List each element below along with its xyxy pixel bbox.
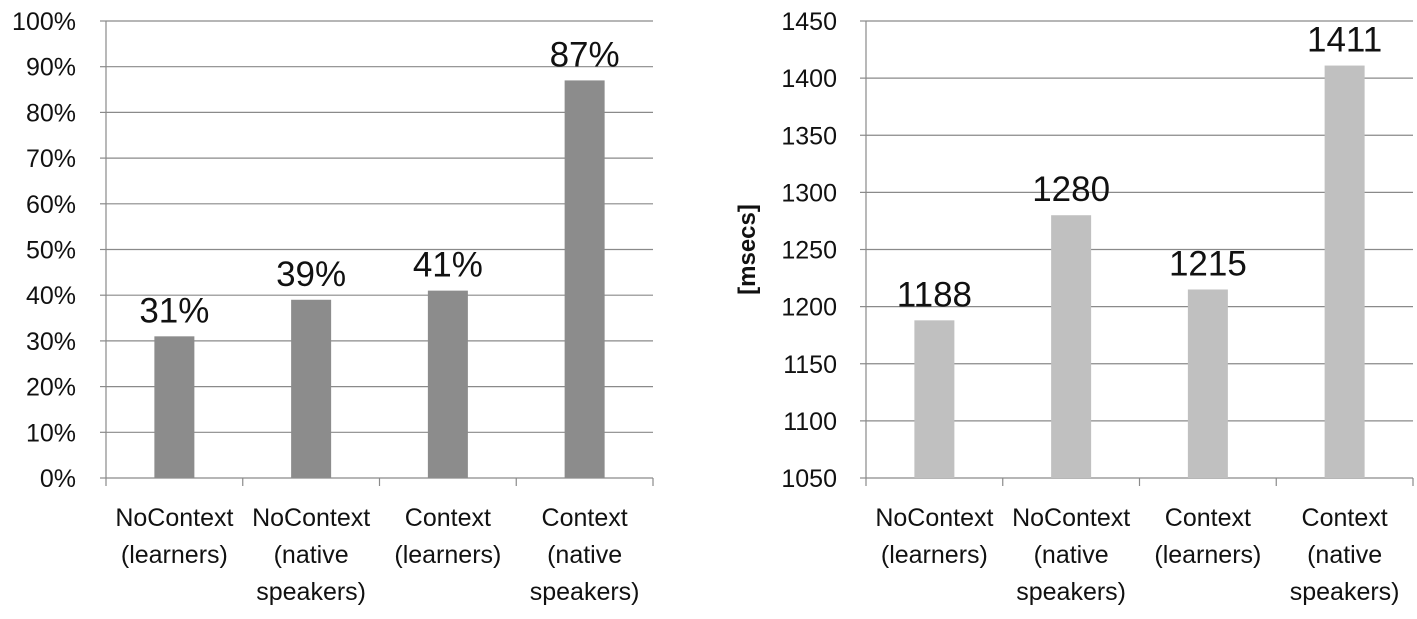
category-label: (native (274, 541, 349, 569)
bar (291, 299, 332, 478)
data-label: 1411 (1307, 21, 1382, 60)
category-label: NoContext (252, 504, 370, 532)
category-label: Context (1165, 504, 1251, 532)
category-label: speakers) (256, 578, 366, 606)
bar (427, 290, 468, 478)
y-tick-label: 1300 (781, 179, 837, 207)
y-tick-label: 1350 (781, 122, 837, 150)
y-tick-label: 60% (26, 191, 76, 219)
category-label: NoContext (1012, 504, 1130, 532)
y-tick-label: 1050 (781, 465, 837, 493)
bar (914, 320, 955, 478)
category-label: Context (1302, 504, 1388, 532)
category-label: speakers) (530, 578, 640, 606)
y-tick-label: 1200 (781, 294, 837, 322)
category-label: (native (1307, 541, 1382, 569)
bar (154, 336, 195, 478)
y-tick-label: 90% (26, 54, 76, 82)
response-time-chart: 1050 1100 1150 1200 1250 1300 1350 1400 1450 1188… (734, 8, 1414, 606)
data-label: 31% (139, 291, 209, 330)
category-label: (learners) (1154, 541, 1261, 569)
bar (1187, 289, 1228, 478)
data-label: 41% (413, 246, 483, 285)
accuracy-chart: 0% 10% 20% 30% 40% 50% 60% 70% 80% 90% 100% 31% NoCo… (12, 8, 654, 606)
data-label: 1188 (897, 275, 972, 314)
y-tick-label: 50% (26, 237, 76, 265)
bar (1051, 215, 1092, 478)
y-tick-label: 100% (12, 8, 76, 36)
category-label: NoContext (115, 504, 233, 532)
data-label: 39% (276, 255, 346, 294)
category-label: NoContext (875, 504, 993, 532)
category-label: speakers) (1290, 578, 1400, 606)
category-label: speakers) (1016, 578, 1126, 606)
category-label: Context (405, 504, 491, 532)
y-tick-label: 10% (26, 419, 76, 447)
y-tick-label: 80% (26, 99, 76, 127)
bar (564, 80, 605, 478)
category-label: (native (547, 541, 622, 569)
y-axis-title: [msecs] (734, 204, 761, 295)
data-label: 1280 (1032, 170, 1110, 209)
category-label: (learners) (121, 541, 228, 569)
y-tick-label: 30% (26, 328, 76, 356)
category-label: (learners) (394, 541, 501, 569)
category-label: (native (1034, 541, 1109, 569)
data-label: 87% (550, 35, 620, 74)
y-tick-label: 1450 (781, 8, 837, 36)
y-tick-label: 70% (26, 145, 76, 173)
bar (1324, 65, 1365, 479)
category-label: (learners) (881, 541, 988, 569)
y-tick-label: 40% (26, 282, 76, 310)
category-label: Context (542, 504, 628, 532)
y-tick-label: 1400 (781, 65, 837, 93)
y-tick-label: 1100 (783, 408, 837, 436)
y-tick-label: 1150 (783, 351, 837, 379)
data-label: 1215 (1169, 244, 1247, 283)
y-tick-label: 0% (40, 465, 76, 493)
y-tick-label: 1250 (781, 237, 837, 265)
y-tick-label: 20% (26, 374, 76, 402)
